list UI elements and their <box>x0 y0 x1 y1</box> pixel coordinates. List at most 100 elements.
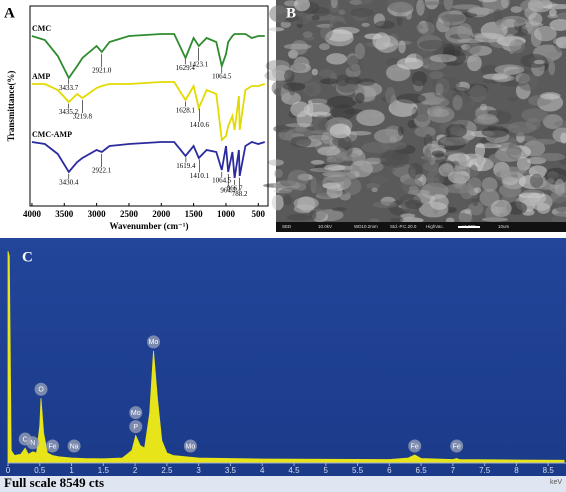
x-tick-label: 2.5 <box>161 466 173 475</box>
element-label: Fe <box>411 443 419 450</box>
peak-label: 964.7 <box>220 187 236 195</box>
sem-grain <box>283 43 312 50</box>
sem-grain <box>488 153 505 164</box>
peak-label: 1064.5 <box>212 177 232 185</box>
x-tick-label: 0 <box>6 466 11 475</box>
sem-grain <box>507 121 537 134</box>
sem-grain <box>530 138 557 145</box>
sem-grain <box>516 156 531 171</box>
element-marker <box>408 439 422 453</box>
sem-grain <box>528 12 543 26</box>
sem-info: WD10.2mm <box>354 224 378 229</box>
sem-grain <box>271 194 284 211</box>
sem-grain <box>487 125 497 130</box>
sem-grain <box>507 143 522 160</box>
sem-grain <box>274 168 283 179</box>
sem-grain <box>481 126 509 138</box>
sem-grain <box>346 55 363 72</box>
element-marker <box>129 420 143 434</box>
peak-label: 3430.4 <box>59 179 79 187</box>
peak-label: 3433.7 <box>59 84 79 92</box>
sem-grain <box>479 103 488 111</box>
sem-grain <box>402 178 423 195</box>
sem-grain <box>311 15 320 21</box>
sem-grain <box>510 6 523 13</box>
sem-grain <box>556 12 566 21</box>
series-label: CMC <box>32 24 51 33</box>
sem-grain <box>554 120 566 128</box>
x-tick-label: 4000 <box>23 209 42 219</box>
sem-grain <box>282 194 292 206</box>
element-label: Fe <box>453 443 461 450</box>
panel-label: C <box>22 249 33 265</box>
peak-label: 866.7 <box>227 184 243 192</box>
x-tick-label: 3 <box>196 466 201 475</box>
sem-grain <box>361 22 370 27</box>
sem-grain <box>473 187 482 193</box>
element-marker <box>450 439 464 453</box>
sem-grain <box>520 53 548 68</box>
sem-info: 10um <box>498 224 510 229</box>
sem-grain <box>356 109 385 127</box>
sem-grain <box>343 177 362 196</box>
sem-grain <box>322 171 348 177</box>
peak-label: 1629.4 <box>176 64 196 72</box>
sem-grain <box>553 37 566 46</box>
sem-grain <box>542 0 550 7</box>
sem-grain <box>507 96 518 102</box>
sem-grain <box>459 182 474 200</box>
sem-grain <box>432 108 450 118</box>
x-tick-label: 5.5 <box>352 466 364 475</box>
x-tick-label: 1 <box>69 466 74 475</box>
sem-grain <box>330 157 344 164</box>
sem-grain <box>269 5 289 23</box>
sem-grain <box>476 150 484 166</box>
x-tick-label: 0.5 <box>34 466 46 475</box>
sem-grain <box>273 125 291 133</box>
sem-grain <box>268 27 285 32</box>
sem-grain <box>547 13 558 19</box>
sem-grain <box>414 126 436 138</box>
sem-grain <box>443 0 453 11</box>
sem-grain <box>371 187 378 193</box>
eds-background <box>0 238 566 492</box>
sem-grain <box>307 98 328 105</box>
sem-grain <box>287 213 311 221</box>
peak-label: 2922.1 <box>92 167 112 175</box>
sem-grain <box>494 64 525 75</box>
sem-grain <box>355 92 365 104</box>
sem-grain <box>481 177 498 192</box>
sem-grain <box>530 173 544 189</box>
sem-grain <box>418 39 448 50</box>
sem-grain <box>521 108 549 123</box>
element-label: O <box>38 387 44 394</box>
element-marker <box>147 335 161 349</box>
sem-grain <box>318 69 335 78</box>
scale-bar <box>458 226 480 228</box>
sem-grain <box>302 31 313 38</box>
element-marker <box>67 439 81 453</box>
element-label: Na <box>70 443 79 450</box>
peak-label: 3219.8 <box>73 113 93 121</box>
sem-grain <box>469 164 478 177</box>
sem-grain <box>452 94 463 111</box>
sem-grain <box>465 200 477 205</box>
sem-info: HighVac. <box>426 224 444 229</box>
sem-grain <box>332 207 347 212</box>
sem-grain <box>446 207 457 213</box>
sem-grain <box>317 146 341 156</box>
sem-grain <box>280 20 291 28</box>
sem-grain <box>439 136 470 146</box>
sem-grain <box>358 78 376 86</box>
sem-grain <box>547 177 555 184</box>
sem-grain <box>385 125 402 138</box>
element-marker <box>26 436 40 450</box>
sem-grain <box>326 53 347 65</box>
sem-grain <box>290 101 310 118</box>
sem-grain <box>431 150 445 157</box>
sem-grain <box>494 19 506 30</box>
sem-grain <box>326 29 353 42</box>
sem-grain <box>416 21 435 36</box>
